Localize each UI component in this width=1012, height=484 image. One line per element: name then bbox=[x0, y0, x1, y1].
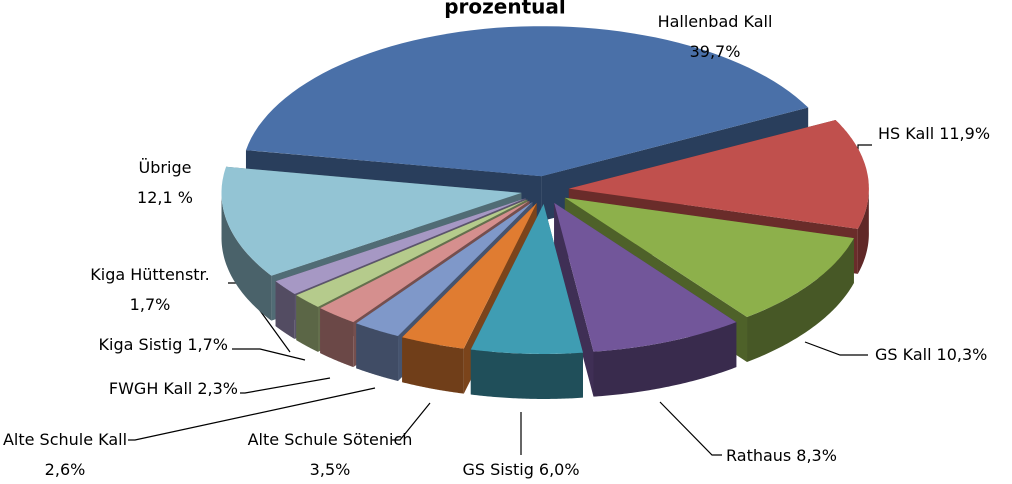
data-label: Alte Schule Kall 2,6% bbox=[3, 430, 127, 479]
label-category: Rathaus bbox=[726, 446, 791, 465]
label-value: 2,6% bbox=[45, 460, 86, 479]
label-value: 39,7% bbox=[690, 42, 741, 61]
label-category: FWGH Kall bbox=[109, 379, 192, 398]
slice-top bbox=[554, 202, 737, 352]
label-category: Hallenbad Kall bbox=[658, 12, 773, 31]
label-value: 8,3% bbox=[796, 446, 837, 465]
slice-side bbox=[857, 186, 869, 274]
label-category: Kiga Sistig bbox=[99, 335, 183, 354]
slice-side bbox=[320, 308, 354, 368]
data-label: GS Sistig 6,0% bbox=[462, 460, 579, 479]
chart-title: prozentual bbox=[444, 0, 566, 19]
slice-top bbox=[564, 197, 854, 317]
slice-top bbox=[402, 203, 537, 349]
label-value: 2,3% bbox=[197, 379, 238, 398]
leader-line bbox=[804, 341, 868, 356]
data-label: Alte Schule Sötenich 3,5% bbox=[248, 430, 413, 479]
label-value: 1,7% bbox=[187, 335, 228, 354]
data-label: Hallenbad Kall 39,7% bbox=[658, 12, 773, 61]
data-label: Übrige 12,1 % bbox=[137, 158, 193, 207]
data-label: HS Kall 11,9% bbox=[878, 124, 990, 143]
slice-side bbox=[747, 238, 854, 363]
data-label: Kiga Sistig 1,7% bbox=[99, 335, 228, 354]
slice-side bbox=[296, 295, 318, 352]
leader-line bbox=[659, 401, 722, 456]
label-value: 6,0% bbox=[539, 460, 580, 479]
slice-side bbox=[221, 191, 272, 321]
label-value: 10,3% bbox=[937, 345, 988, 364]
slice-wall bbox=[554, 202, 594, 397]
leader-line bbox=[232, 348, 306, 361]
leader-line bbox=[392, 402, 431, 441]
label-value: 3,5% bbox=[310, 460, 351, 479]
slice-side bbox=[402, 337, 464, 394]
label-category: Übrige bbox=[139, 158, 192, 177]
label-category: GS Kall bbox=[875, 345, 932, 364]
data-label: FWGH Kall 2,3% bbox=[109, 379, 238, 398]
label-category: Alte Schule Kall bbox=[3, 430, 127, 449]
leader-line bbox=[128, 387, 376, 441]
slice-top bbox=[246, 26, 809, 177]
slice-top bbox=[568, 120, 869, 229]
slice-top bbox=[470, 204, 583, 354]
pie bbox=[221, 26, 869, 399]
slice bbox=[470, 203, 583, 399]
slice-side bbox=[470, 349, 583, 399]
data-label: Kiga Hüttenstr. 1,7% bbox=[90, 265, 210, 314]
slice-side bbox=[275, 281, 295, 340]
label-category: Kiga Hüttenstr. bbox=[90, 265, 210, 284]
data-label: Rathaus 8,3% bbox=[726, 446, 837, 465]
label-value: 11,9% bbox=[939, 124, 990, 143]
label-category: GS Sistig bbox=[462, 460, 533, 479]
slice-side bbox=[593, 322, 737, 397]
slice bbox=[554, 202, 737, 397]
slice-top bbox=[320, 200, 530, 323]
label-category: HS Kall bbox=[878, 124, 934, 143]
slice-top bbox=[221, 166, 522, 276]
slice-top bbox=[275, 198, 526, 294]
label-value: 1,7% bbox=[130, 295, 171, 314]
label-value: 12,1 % bbox=[137, 188, 193, 207]
slice-side bbox=[356, 323, 399, 382]
leader-line bbox=[240, 377, 331, 394]
data-label: GS Kall 10,3% bbox=[875, 345, 987, 364]
label-category: Alte Schule Sötenich bbox=[248, 430, 413, 449]
slice-top bbox=[356, 202, 533, 336]
slice-top bbox=[296, 199, 528, 307]
